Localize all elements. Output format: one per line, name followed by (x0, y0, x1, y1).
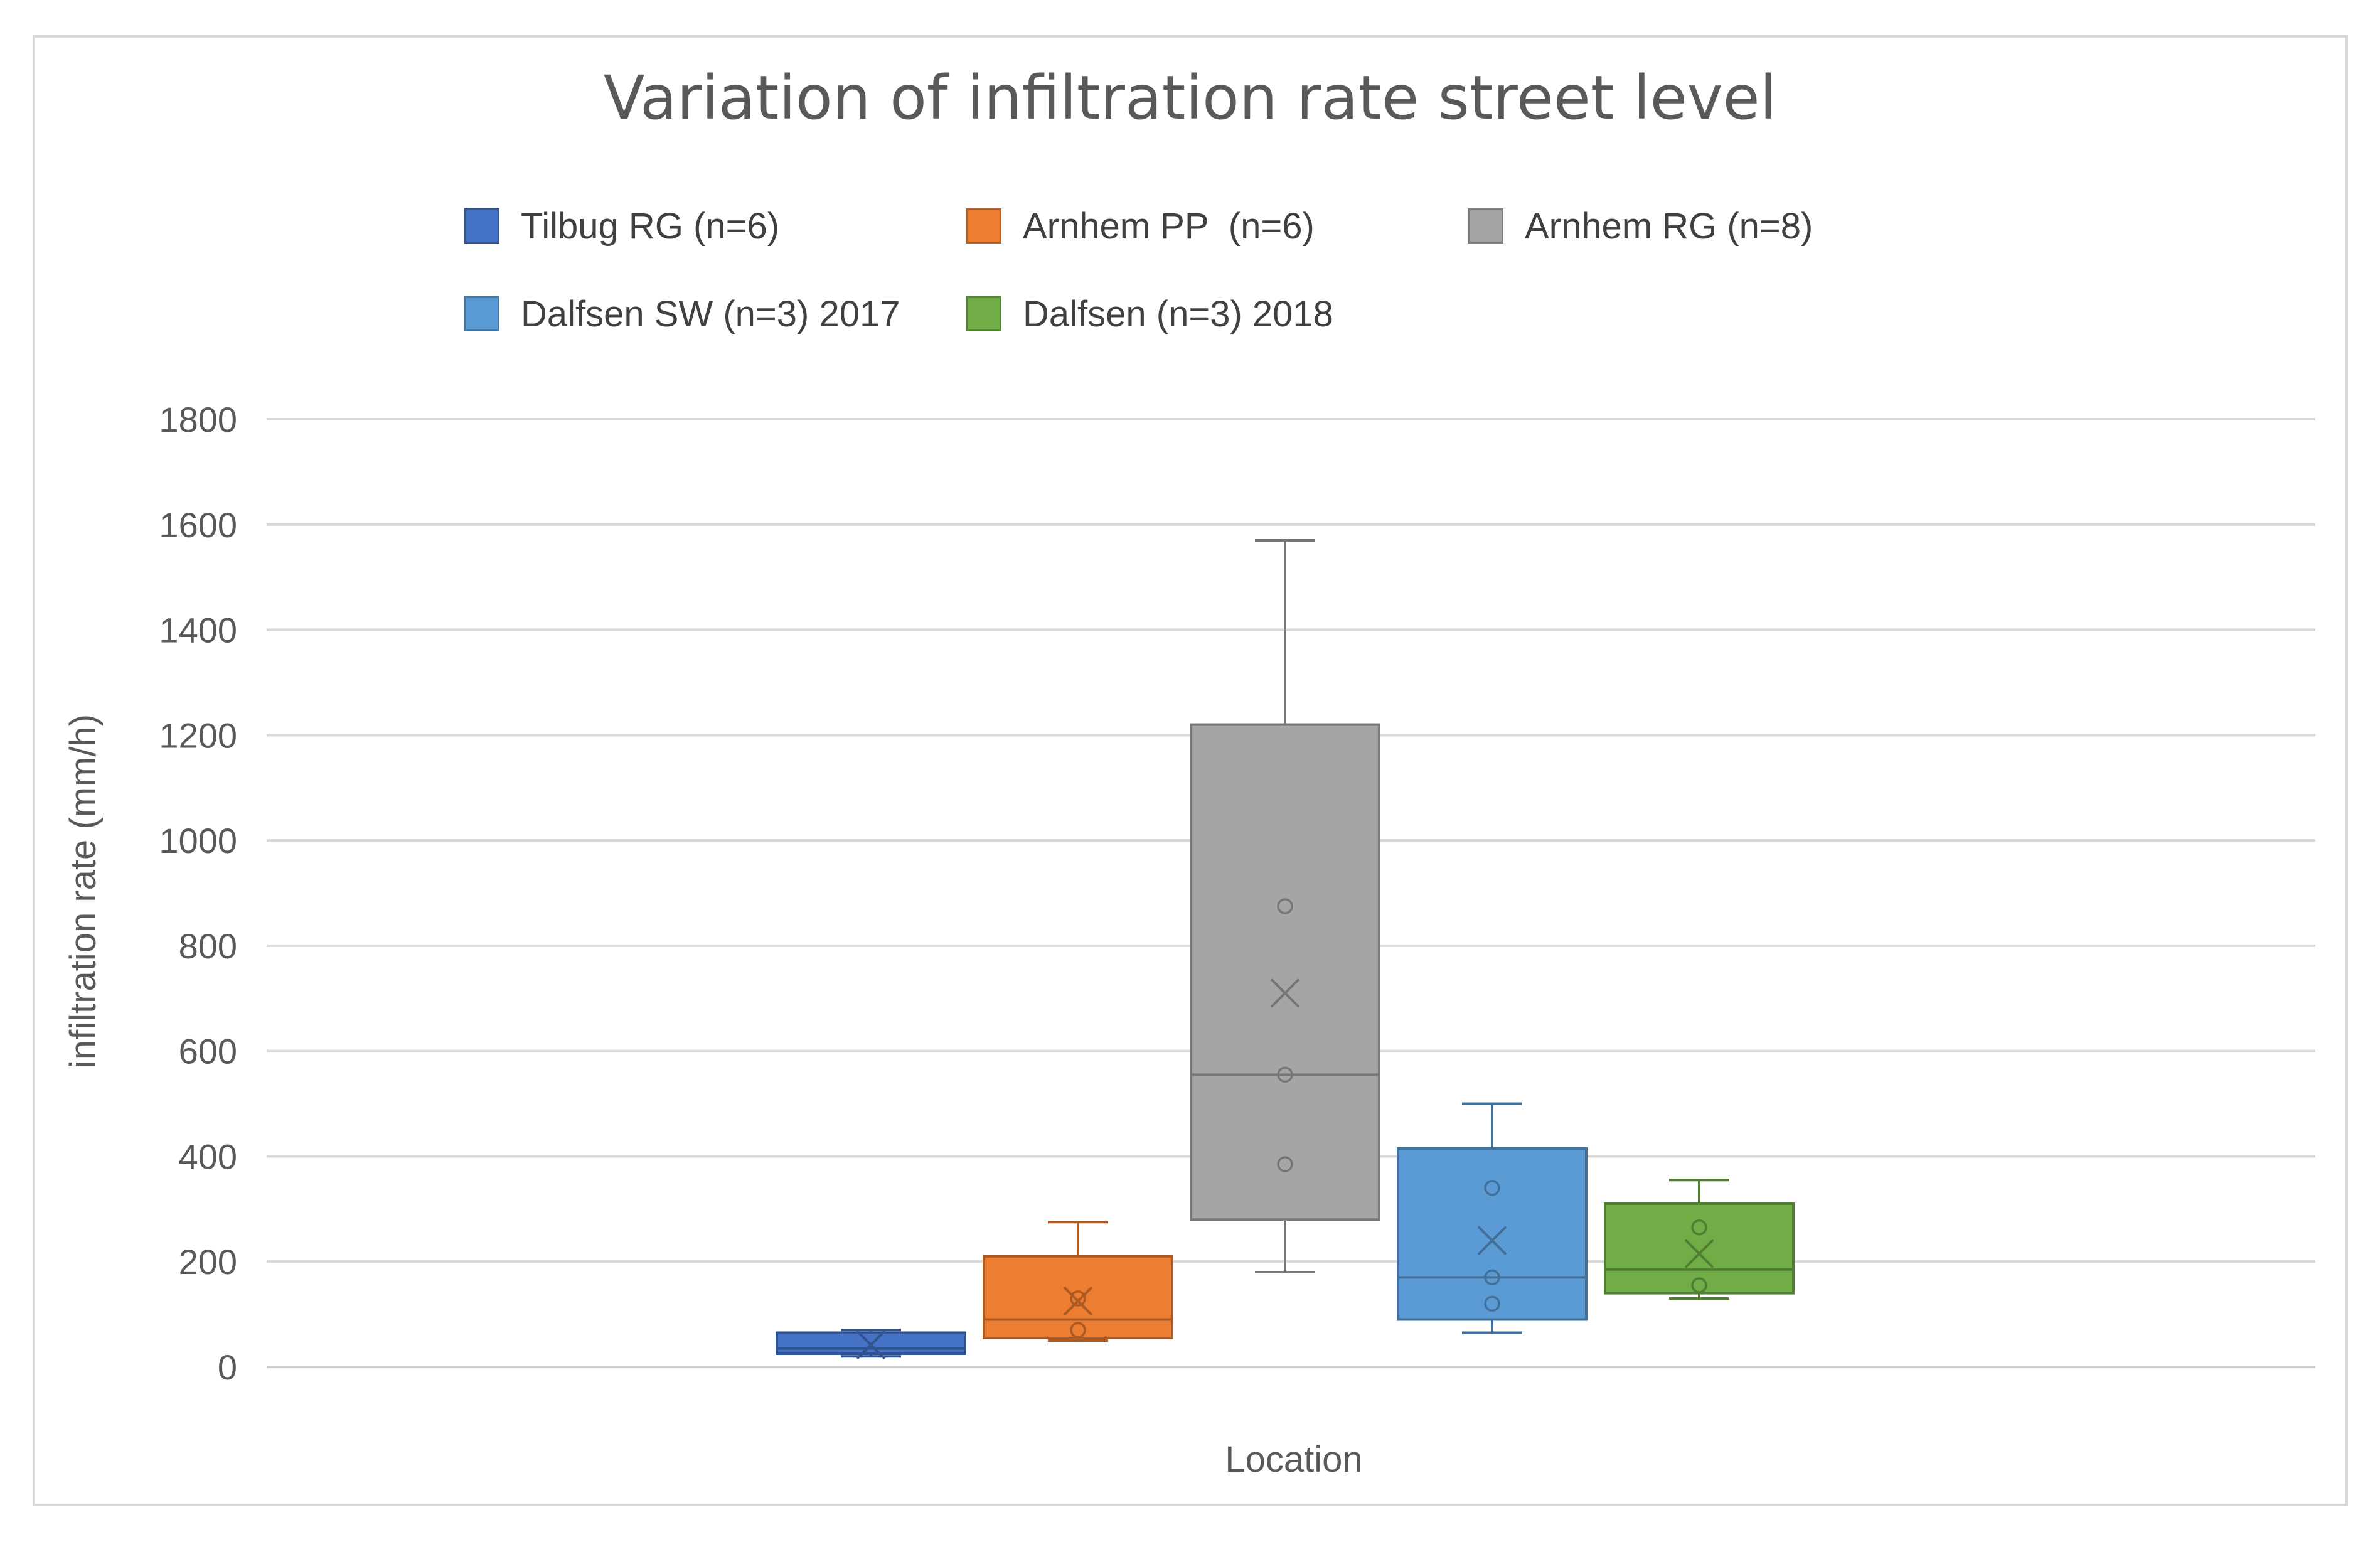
data-point (1484, 1295, 1500, 1312)
legend-item-dalfsen-2018: Dalfsen (n=3) 2018 (966, 292, 1333, 336)
data-point (1691, 1277, 1707, 1293)
legend-label: Dalfsen SW (n=3) 2017 (521, 293, 900, 335)
box-2 (1190, 538, 1380, 1273)
data-point (1277, 1156, 1293, 1172)
y-tick-label: 600 (179, 1032, 237, 1071)
y-tick-label: 1400 (159, 611, 237, 650)
mean-marker (856, 1330, 886, 1360)
legend-label: Dalfsen (n=3) 2018 (1023, 293, 1333, 335)
box-1 (983, 1221, 1173, 1342)
data-point (1691, 1219, 1707, 1236)
legend-swatch (966, 296, 1001, 331)
mean-marker (1684, 1239, 1714, 1269)
box-iqr (1190, 723, 1380, 1221)
y-tick-label: 1200 (159, 715, 237, 755)
x-axis-title: Location (1225, 1439, 1362, 1480)
box-series (776, 538, 1795, 1360)
box-iqr (1397, 1147, 1588, 1321)
y-tick-label: 1000 (159, 821, 237, 860)
legend-item-arnhem-pp: Arnhem PP (n=6) (966, 204, 1315, 248)
legend-swatch (966, 208, 1001, 244)
mean-marker (1477, 1226, 1507, 1256)
legend-label: Arnhem RG (n=8) (1525, 205, 1813, 247)
y-tick-label: 1600 (159, 505, 237, 545)
y-tick-label: 1800 (159, 400, 237, 439)
data-point (1484, 1269, 1500, 1286)
mean-marker (1270, 978, 1300, 1008)
box-iqr (1604, 1202, 1795, 1295)
data-point (1070, 1322, 1086, 1339)
box-4 (1604, 1179, 1795, 1300)
legend-label: Tilbug RG (n=6) (521, 205, 780, 247)
y-tick-label: 800 (179, 926, 237, 966)
box-0 (776, 1329, 966, 1360)
box-iqr (983, 1255, 1173, 1339)
y-tick-label: 400 (179, 1137, 237, 1176)
data-point (1277, 1066, 1293, 1083)
legend-label: Arnhem PP (n=6) (1023, 205, 1315, 247)
y-tick-label: 0 (218, 1347, 237, 1387)
box-3 (1397, 1102, 1588, 1334)
box-iqr (776, 1331, 966, 1356)
legend-swatch (1468, 208, 1503, 244)
data-point (1484, 1180, 1500, 1196)
mean-marker (1063, 1286, 1093, 1316)
y-axis-title: infiltration rate (mm/h) (63, 714, 104, 1068)
y-tick-label: 200 (179, 1242, 237, 1282)
legend-item-tilbug-rg: Tilbug RG (n=6) (464, 204, 779, 248)
y-tick-labels: 0 200 400 600 800 1000 1200 1400 1600 1800 (159, 400, 237, 1387)
legend-swatch (464, 208, 499, 244)
data-point (1277, 898, 1293, 914)
legend-swatch (464, 296, 499, 331)
chart-title: Variation of infiltration rate street le… (603, 63, 1777, 133)
legend-item-dalfsen-sw-2017: Dalfsen SW (n=3) 2017 (464, 292, 900, 336)
legend-item-arnhem-rg: Arnhem RG (n=8) (1468, 204, 1813, 248)
data-point (1070, 1290, 1086, 1307)
